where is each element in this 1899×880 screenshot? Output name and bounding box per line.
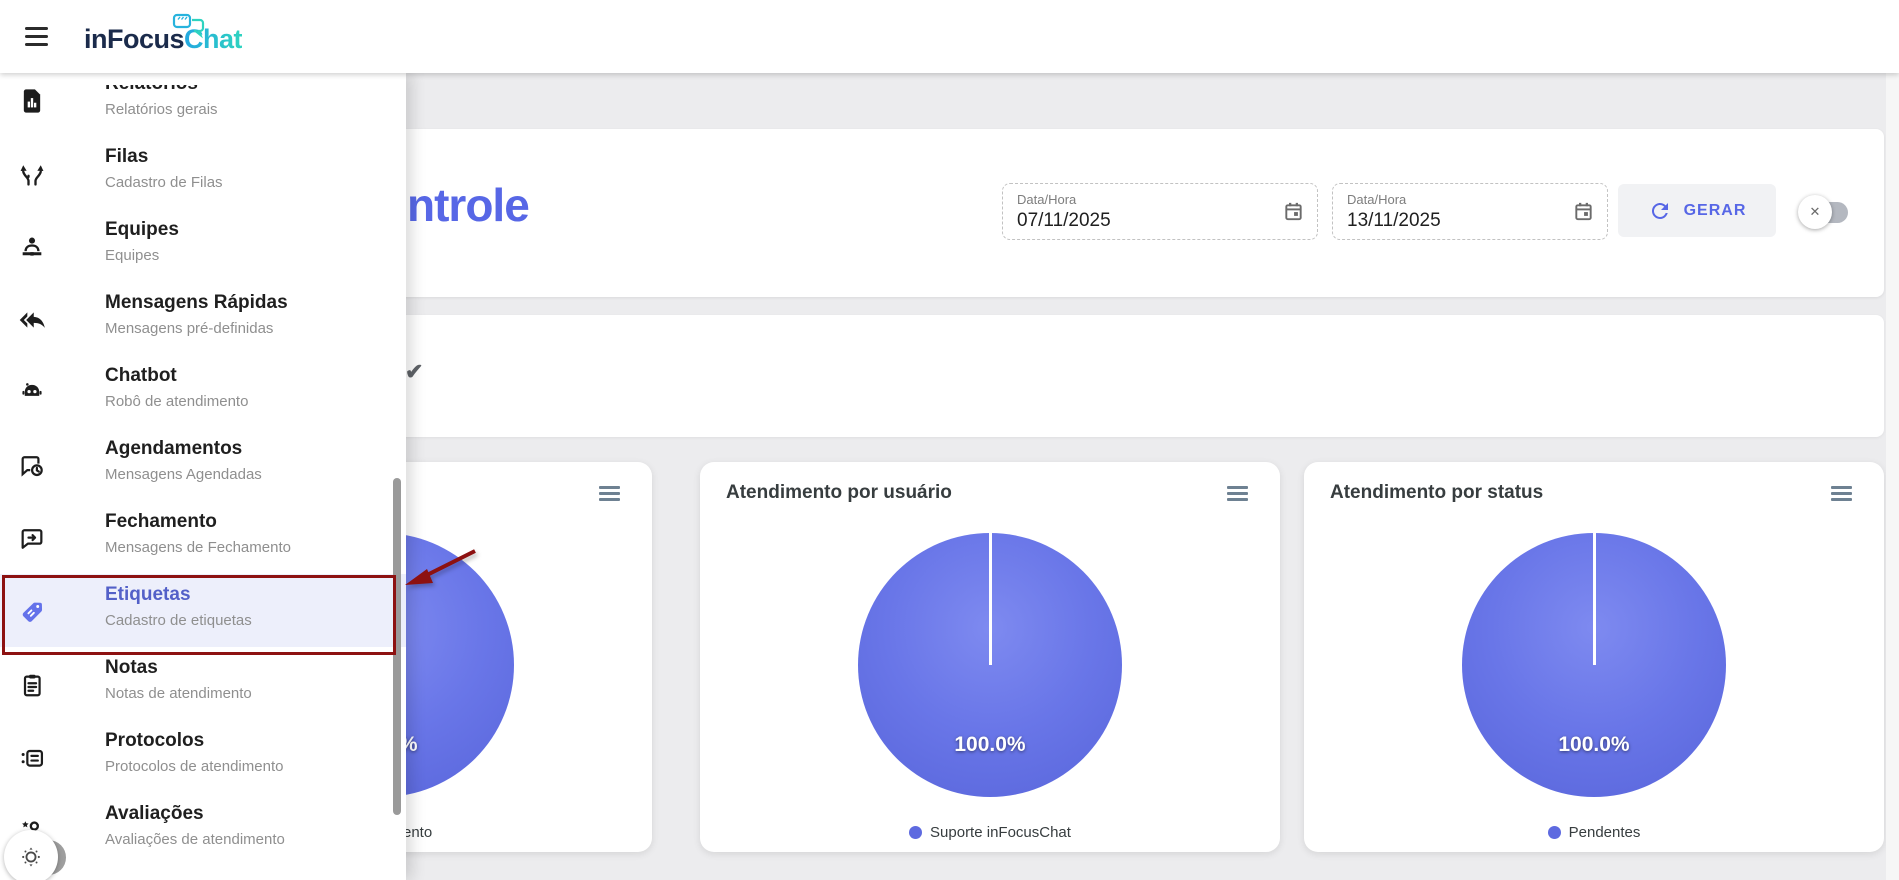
sidebar-item-chatbot[interactable]: Chatbot Robô de atendimento xyxy=(0,355,406,428)
date-to-field[interactable]: Data/Hora 13/11/2025 xyxy=(1332,183,1608,240)
sidebar-item-subtitle: Notas de atendimento xyxy=(105,685,252,702)
sidebar-item-subtitle: Relatórios gerais xyxy=(105,101,218,118)
refresh-icon xyxy=(1648,199,1672,223)
notes-icon xyxy=(18,671,46,699)
logo-chat-bubbles-icon xyxy=(172,13,206,39)
generate-button-label: GERAR xyxy=(1683,201,1747,219)
chart-legend: Pendentes xyxy=(1304,824,1884,841)
legend-label: ento xyxy=(403,824,433,841)
top-navbar: inFocusChat ST xyxy=(0,0,1899,73)
legend-label: Pendentes xyxy=(1568,824,1641,841)
toggle-thumb-x-icon: ✕ xyxy=(1798,195,1832,229)
auto-refresh-toggle[interactable]: ✕ xyxy=(1798,195,1848,229)
legend-dot xyxy=(909,826,923,839)
sidebar-item-filas[interactable]: Filas Cadastro de Filas xyxy=(0,136,406,209)
sidebar-item-protocolos[interactable]: Protocolos Protocolos de atendimento xyxy=(0,720,406,793)
chart-menu-icon[interactable] xyxy=(599,486,620,502)
date-to-label: Data/Hora xyxy=(1347,192,1407,207)
pie-value-label: 100.0% xyxy=(954,733,1026,756)
logo-text-chat: Chat xyxy=(184,24,243,54)
generate-button[interactable]: GERAR xyxy=(1618,184,1776,237)
date-from-label: Data/Hora xyxy=(1017,192,1077,207)
support-agent-icon xyxy=(18,233,46,261)
chart-legend: ento xyxy=(72,824,652,841)
sidebar-item-subtitle: Protocolos de atendimento xyxy=(105,758,284,775)
pie-slice-divider xyxy=(1592,533,1596,665)
sidebar-item-avaliacoes[interactable]: Avaliações Avaliações de atendimento xyxy=(0,793,406,866)
chart-title: Atendimento por status xyxy=(1330,482,1544,503)
sidebar-item-title: Etiquetas xyxy=(105,584,191,605)
protocol-icon xyxy=(18,744,46,772)
sidebar-item-title: Filas xyxy=(105,146,149,167)
chart-card-by-user: Atendimento por usuário 100.0% Suporte i… xyxy=(700,462,1280,852)
sidebar-item-title: Equipes xyxy=(105,219,179,240)
pie-slice-divider xyxy=(988,533,992,665)
date-from-field[interactable]: Data/Hora 07/11/2025 xyxy=(1002,183,1318,240)
sidebar-menu: Relatórios Relatórios gerais Filas Cadas… xyxy=(0,73,406,880)
date-from-value: 07/11/2025 xyxy=(1017,210,1111,231)
calendar-icon[interactable] xyxy=(1572,200,1595,223)
sidebar-item-fechamento[interactable]: Fechamento Mensagens de Fechamento xyxy=(0,501,406,574)
sidebar-item-equipes[interactable]: Equipes Equipes xyxy=(0,209,406,282)
legend-dot xyxy=(1547,826,1561,839)
sidebar-item-subtitle: Mensagens Agendadas xyxy=(105,466,262,483)
calendar-icon[interactable] xyxy=(1282,200,1305,223)
sidebar-item-title: Protocolos xyxy=(105,730,205,751)
check-icon: ✔ xyxy=(405,359,424,384)
sidebar-item-etiquetas[interactable]: Etiquetas Cadastro de etiquetas xyxy=(0,574,406,647)
legend-label: Suporte inFocusChat xyxy=(930,824,1071,841)
brightness-sun-icon xyxy=(4,830,58,880)
sidebar-item-agendamentos[interactable]: Agendamentos Mensagens Agendadas xyxy=(0,428,406,501)
sidebar-item-relatorios[interactable]: Relatórios Relatórios gerais xyxy=(0,85,406,136)
sidebar-item-notas[interactable]: Notas Notas de atendimento xyxy=(0,647,406,720)
sidebar-item-mensagens-rapidas[interactable]: Mensagens Rápidas Mensagens pré-definida… xyxy=(0,282,406,355)
pie-chart: 100.0% xyxy=(858,533,1122,797)
date-to-value: 13/11/2025 xyxy=(1347,210,1441,231)
pie-chart: 100.0% xyxy=(1462,533,1726,797)
pie-value-label: 100.0% xyxy=(1558,733,1630,756)
sidebar-item-title: Notas xyxy=(105,657,158,678)
schedule-message-icon xyxy=(18,452,46,480)
robot-icon xyxy=(18,379,46,407)
page-scrollbar[interactable] xyxy=(1886,73,1899,880)
chart-menu-icon[interactable] xyxy=(1831,486,1852,502)
chart-legend: Suporte inFocusChat xyxy=(700,824,1280,841)
sidebar-item-subtitle: Avaliações de atendimento xyxy=(105,831,285,848)
sidebar-item-title: Mensagens Rápidas xyxy=(105,292,288,313)
sidebar-scrollbar-thumb[interactable] xyxy=(393,478,401,815)
app-logo[interactable]: inFocusChat xyxy=(84,24,243,55)
sidebar-item-subtitle: Mensagens de Fechamento xyxy=(105,539,291,556)
sidebar-item-subtitle: Cadastro de etiquetas xyxy=(105,612,252,629)
dark-mode-toggle[interactable] xyxy=(4,830,66,880)
sidebar-item-title: Chatbot xyxy=(105,365,177,386)
sidebar-item-title: Fechamento xyxy=(105,511,217,532)
menu-hamburger-icon[interactable] xyxy=(25,27,48,46)
closing-message-icon xyxy=(18,525,46,553)
logo-text-infocus: inFocus xyxy=(84,24,185,54)
tag-icon xyxy=(18,598,46,626)
filter-row: ✔ xyxy=(368,315,1884,437)
reply-all-icon xyxy=(18,306,46,334)
chart-title: Atendimento por usuário xyxy=(726,482,952,503)
report-icon xyxy=(18,87,46,115)
chart-card-by-status: Atendimento por status 100.0% Pendentes xyxy=(1304,462,1884,852)
sidebar-item-title: Agendamentos xyxy=(105,438,243,459)
sidebar-item-subtitle: Cadastro de Filas xyxy=(105,174,223,191)
sidebar-item-subtitle: Mensagens pré-definidas xyxy=(105,320,274,337)
chart-menu-icon[interactable] xyxy=(1227,486,1248,502)
route-icon xyxy=(18,160,46,188)
sidebar-item-title: Avaliações xyxy=(105,803,204,824)
sidebar-list: Relatórios Relatórios gerais Filas Cadas… xyxy=(0,85,406,880)
sidebar-item-title: Relatórios xyxy=(105,85,198,95)
page-title: ntrole xyxy=(407,179,530,231)
sidebar-item-subtitle: Robô de atendimento xyxy=(105,393,249,410)
sidebar-item-subtitle: Equipes xyxy=(105,247,160,264)
